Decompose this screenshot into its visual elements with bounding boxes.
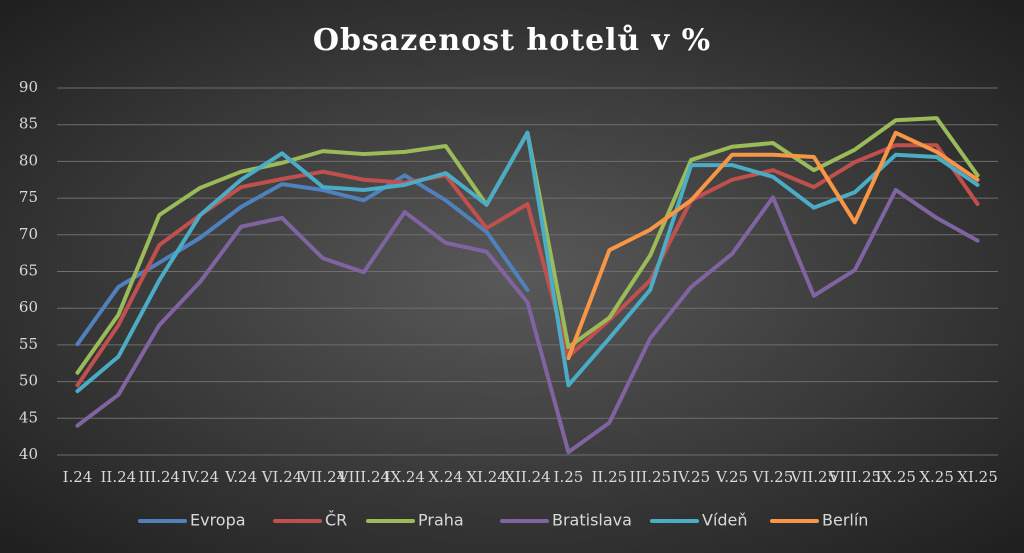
x-tick-label: VI.24 bbox=[261, 468, 303, 486]
x-tick-label: III.25 bbox=[629, 468, 671, 486]
legend-label: ČR bbox=[325, 511, 347, 530]
y-tick-label: 50 bbox=[19, 372, 38, 390]
y-tick-label: 70 bbox=[19, 225, 38, 243]
y-tick-label: 90 bbox=[19, 78, 38, 96]
x-tick-label: III.24 bbox=[138, 468, 180, 486]
x-tick-label: II.24 bbox=[101, 468, 137, 486]
x-tick-label: VII.25 bbox=[790, 468, 838, 486]
x-tick-label: IX.25 bbox=[875, 468, 915, 486]
chart-title: Obsazenost hotelů v % bbox=[313, 23, 711, 58]
x-tick-label: V.25 bbox=[715, 468, 748, 486]
y-tick-label: 40 bbox=[19, 445, 38, 463]
x-tick-label: VII.24 bbox=[299, 468, 347, 486]
x-tick-label: IX.24 bbox=[385, 468, 425, 486]
legend-label: Berlín bbox=[822, 511, 868, 530]
y-tick-label: 45 bbox=[19, 408, 38, 426]
y-tick-label: 60 bbox=[19, 298, 38, 316]
x-tick-label: IV.24 bbox=[181, 468, 219, 486]
series-line bbox=[75, 173, 530, 347]
legend-label: Evropa bbox=[190, 511, 246, 530]
x-tick-label: X.24 bbox=[428, 468, 463, 486]
series-line bbox=[75, 188, 980, 455]
x-tick-label: XI.24 bbox=[466, 468, 506, 486]
x-tick-label: II.25 bbox=[591, 468, 627, 486]
x-tick-label: IV.25 bbox=[672, 468, 710, 486]
x-tick-label: VIII.25 bbox=[828, 468, 881, 486]
series-line bbox=[75, 130, 980, 394]
x-tick-label: XI.25 bbox=[957, 468, 997, 486]
legend-label: Praha bbox=[418, 511, 464, 530]
y-tick-label: 85 bbox=[19, 115, 38, 133]
x-tick-label: XII.24 bbox=[504, 468, 550, 486]
y-tick-label: 65 bbox=[19, 262, 38, 280]
series-line bbox=[566, 130, 980, 361]
x-tick-label: VI.25 bbox=[752, 468, 794, 486]
legend-label: Bratislava bbox=[552, 511, 632, 530]
x-tick-label: X.25 bbox=[919, 468, 954, 486]
x-tick-label: V.24 bbox=[224, 468, 257, 486]
y-tick-label: 75 bbox=[19, 188, 38, 206]
x-tick-label: I.24 bbox=[63, 468, 93, 486]
y-tick-label: 55 bbox=[19, 335, 38, 353]
y-tick-label: 80 bbox=[19, 151, 38, 169]
legend-label: Vídeň bbox=[702, 511, 748, 530]
x-tick-label: VIII.24 bbox=[337, 468, 390, 486]
x-tick-label: I.25 bbox=[554, 468, 584, 486]
